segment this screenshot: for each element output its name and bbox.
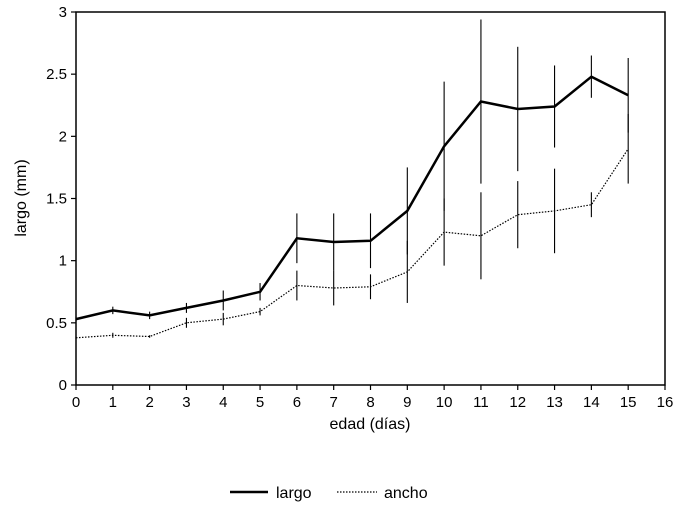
- x-tick-label: 15: [620, 394, 637, 411]
- x-tick-label: 6: [293, 394, 301, 411]
- y-axis: 0 0.5 1 1.5 2 2.5 3: [46, 4, 76, 394]
- x-tick-label: 5: [256, 394, 264, 411]
- y-tick-label: 0.5: [46, 315, 67, 332]
- x-tick-label: 0: [72, 394, 80, 411]
- x-tick-label: 16: [657, 394, 674, 411]
- legend-label-ancho: ancho: [384, 485, 428, 502]
- legend: largo ancho: [230, 485, 428, 502]
- x-tick-label: 2: [145, 394, 153, 411]
- x-tick-label: 12: [509, 394, 526, 411]
- y-tick-label: 0: [59, 377, 67, 394]
- series-line-ancho: [75, 148, 629, 339]
- x-tick-label: 10: [436, 394, 453, 411]
- x-axis-title: edad (días): [330, 416, 411, 433]
- error-bars: [75, 19, 629, 339]
- y-tick-label: 1: [59, 253, 67, 270]
- x-tick-label: 3: [182, 394, 190, 411]
- y-tick-label: 3: [59, 4, 67, 21]
- x-tick-label: 1: [109, 394, 117, 411]
- series-lines: [75, 75, 629, 339]
- y-tick-label: 2: [59, 128, 67, 145]
- legend-label-largo: largo: [276, 485, 312, 502]
- x-tick-label: 8: [366, 394, 374, 411]
- x-tick-label: 9: [403, 394, 411, 411]
- y-tick-label: 1.5: [46, 191, 67, 208]
- x-tick-label: 11: [473, 394, 489, 411]
- series-line-largo: [75, 75, 629, 321]
- y-tick-label: 2.5: [46, 66, 67, 83]
- x-tick-label: 4: [219, 394, 227, 411]
- x-tick-label: 7: [330, 394, 338, 411]
- plot-frame: [75, 11, 666, 386]
- x-axis: 0 1 2 3 4 5 6 7 8 9 10 11 12 13 14 15 16: [72, 385, 674, 411]
- y-axis-title: largo (mm): [13, 159, 30, 236]
- x-tick-label: 13: [546, 394, 563, 411]
- x-tick-label: 14: [583, 394, 600, 411]
